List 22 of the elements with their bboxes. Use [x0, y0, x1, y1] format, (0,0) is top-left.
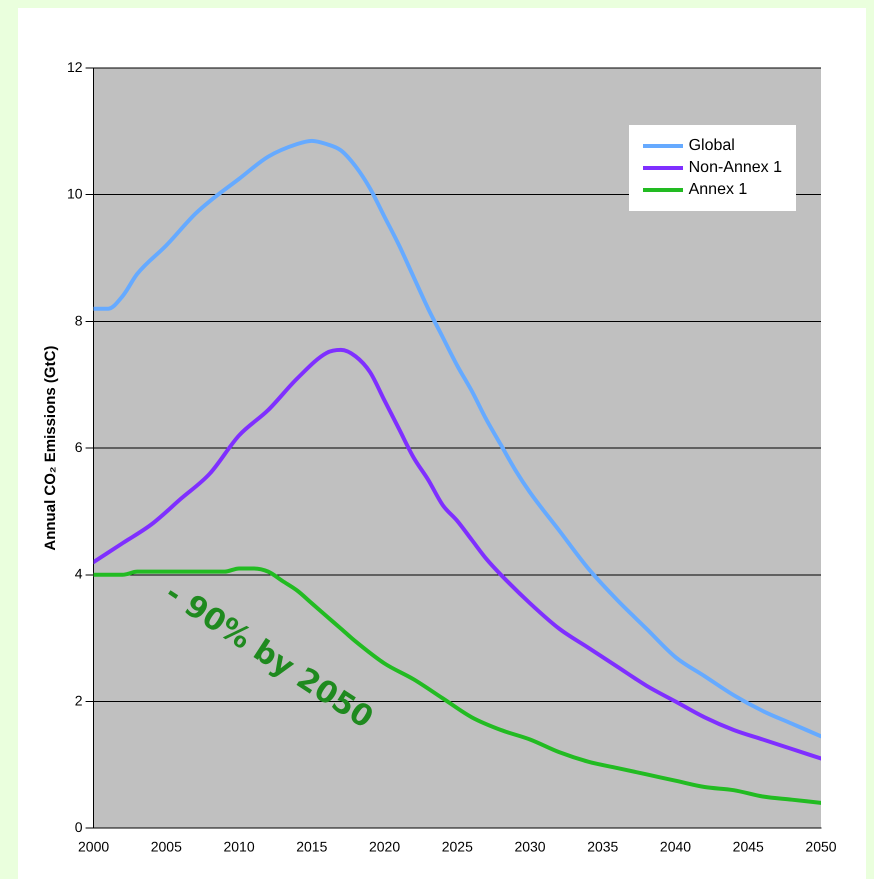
- legend-label: Annex 1: [688, 181, 748, 199]
- legend-label: Non-Annex 1: [688, 159, 782, 177]
- y-tick-label: 0: [74, 819, 83, 836]
- y-tick-label: 4: [74, 566, 83, 582]
- x-tick-label: 2030: [514, 838, 546, 854]
- y-tick-label: 10: [66, 186, 83, 202]
- y-axis-title: Annual CO₂ Emissions (GtC): [42, 346, 60, 551]
- x-tick-label: 2040: [660, 838, 692, 854]
- x-tick-label: 2025: [442, 838, 474, 854]
- x-tick-label: 2020: [368, 838, 400, 854]
- x-tick-label: 2045: [732, 838, 764, 854]
- legend-label: Global: [688, 137, 735, 155]
- y-tick-label: 2: [74, 692, 83, 708]
- x-tick-label: 2005: [150, 838, 182, 854]
- x-tick-label: 2050: [805, 838, 837, 854]
- x-tick-label: 2035: [587, 838, 619, 854]
- x-tick-label: 2015: [296, 838, 328, 854]
- x-tick-label: 2000: [78, 838, 110, 854]
- y-tick-label: 8: [74, 312, 83, 328]
- y-tick-label: 6: [74, 438, 83, 455]
- x-tick-label: 2010: [223, 838, 255, 854]
- y-tick-label: 12: [66, 58, 83, 75]
